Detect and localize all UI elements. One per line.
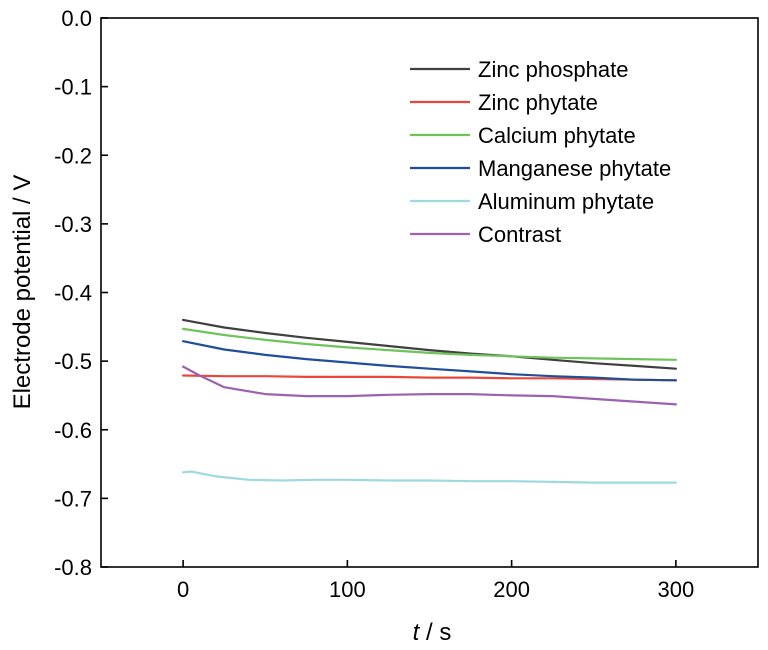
- plot-frame: [100, 17, 759, 568]
- x-tick-label: 0: [177, 577, 189, 602]
- y-tick-label: -0.6: [54, 418, 92, 443]
- legend-label-contrast: Contrast: [478, 222, 561, 247]
- y-tick-label: -0.3: [54, 212, 92, 237]
- series-layer: [182, 318, 678, 484]
- y-tick-label: -0.5: [54, 349, 92, 374]
- legend-label-aluminum-phytate: Aluminum phytate: [478, 189, 654, 214]
- y-tick-label: -0.1: [54, 75, 92, 100]
- series-line-contrast: [182, 365, 678, 406]
- series-line-aluminum-phytate: [182, 470, 678, 484]
- x-tick-label: 300: [658, 577, 695, 602]
- x-axis-title: t / s: [413, 619, 452, 646]
- y-tick-label: -0.7: [54, 486, 92, 511]
- series-line-manganese-phytate: [182, 340, 678, 382]
- y-tick-label: -0.8: [54, 555, 92, 580]
- x-axis-title-italic: t: [413, 619, 421, 646]
- series-line-zinc-phytate: [182, 374, 678, 382]
- legend-label-zinc-phytate: Zinc phytate: [478, 90, 598, 115]
- y-tick-label: 0.0: [61, 6, 92, 31]
- series-line-zinc-phosphate: [182, 318, 678, 370]
- legend: Zinc phosphate Zinc phytate Calcium phytat…: [410, 57, 671, 247]
- x-tick-label: 200: [493, 577, 530, 602]
- y-tick-label: -0.2: [54, 143, 92, 168]
- y-axis-title: Electrode potential / V: [9, 175, 36, 410]
- x-tick-label: 100: [329, 577, 366, 602]
- y-tick-label: -0.4: [54, 281, 92, 306]
- x-axis-title-unit: / s: [419, 619, 451, 646]
- legend-label-zinc-phosphate: Zinc phosphate: [478, 57, 628, 82]
- legend-label-manganese-phytate: Manganese phytate: [478, 156, 671, 181]
- legend-label-calcium-phytate: Calcium phytate: [478, 123, 636, 148]
- series-line-calcium-phytate: [182, 327, 678, 361]
